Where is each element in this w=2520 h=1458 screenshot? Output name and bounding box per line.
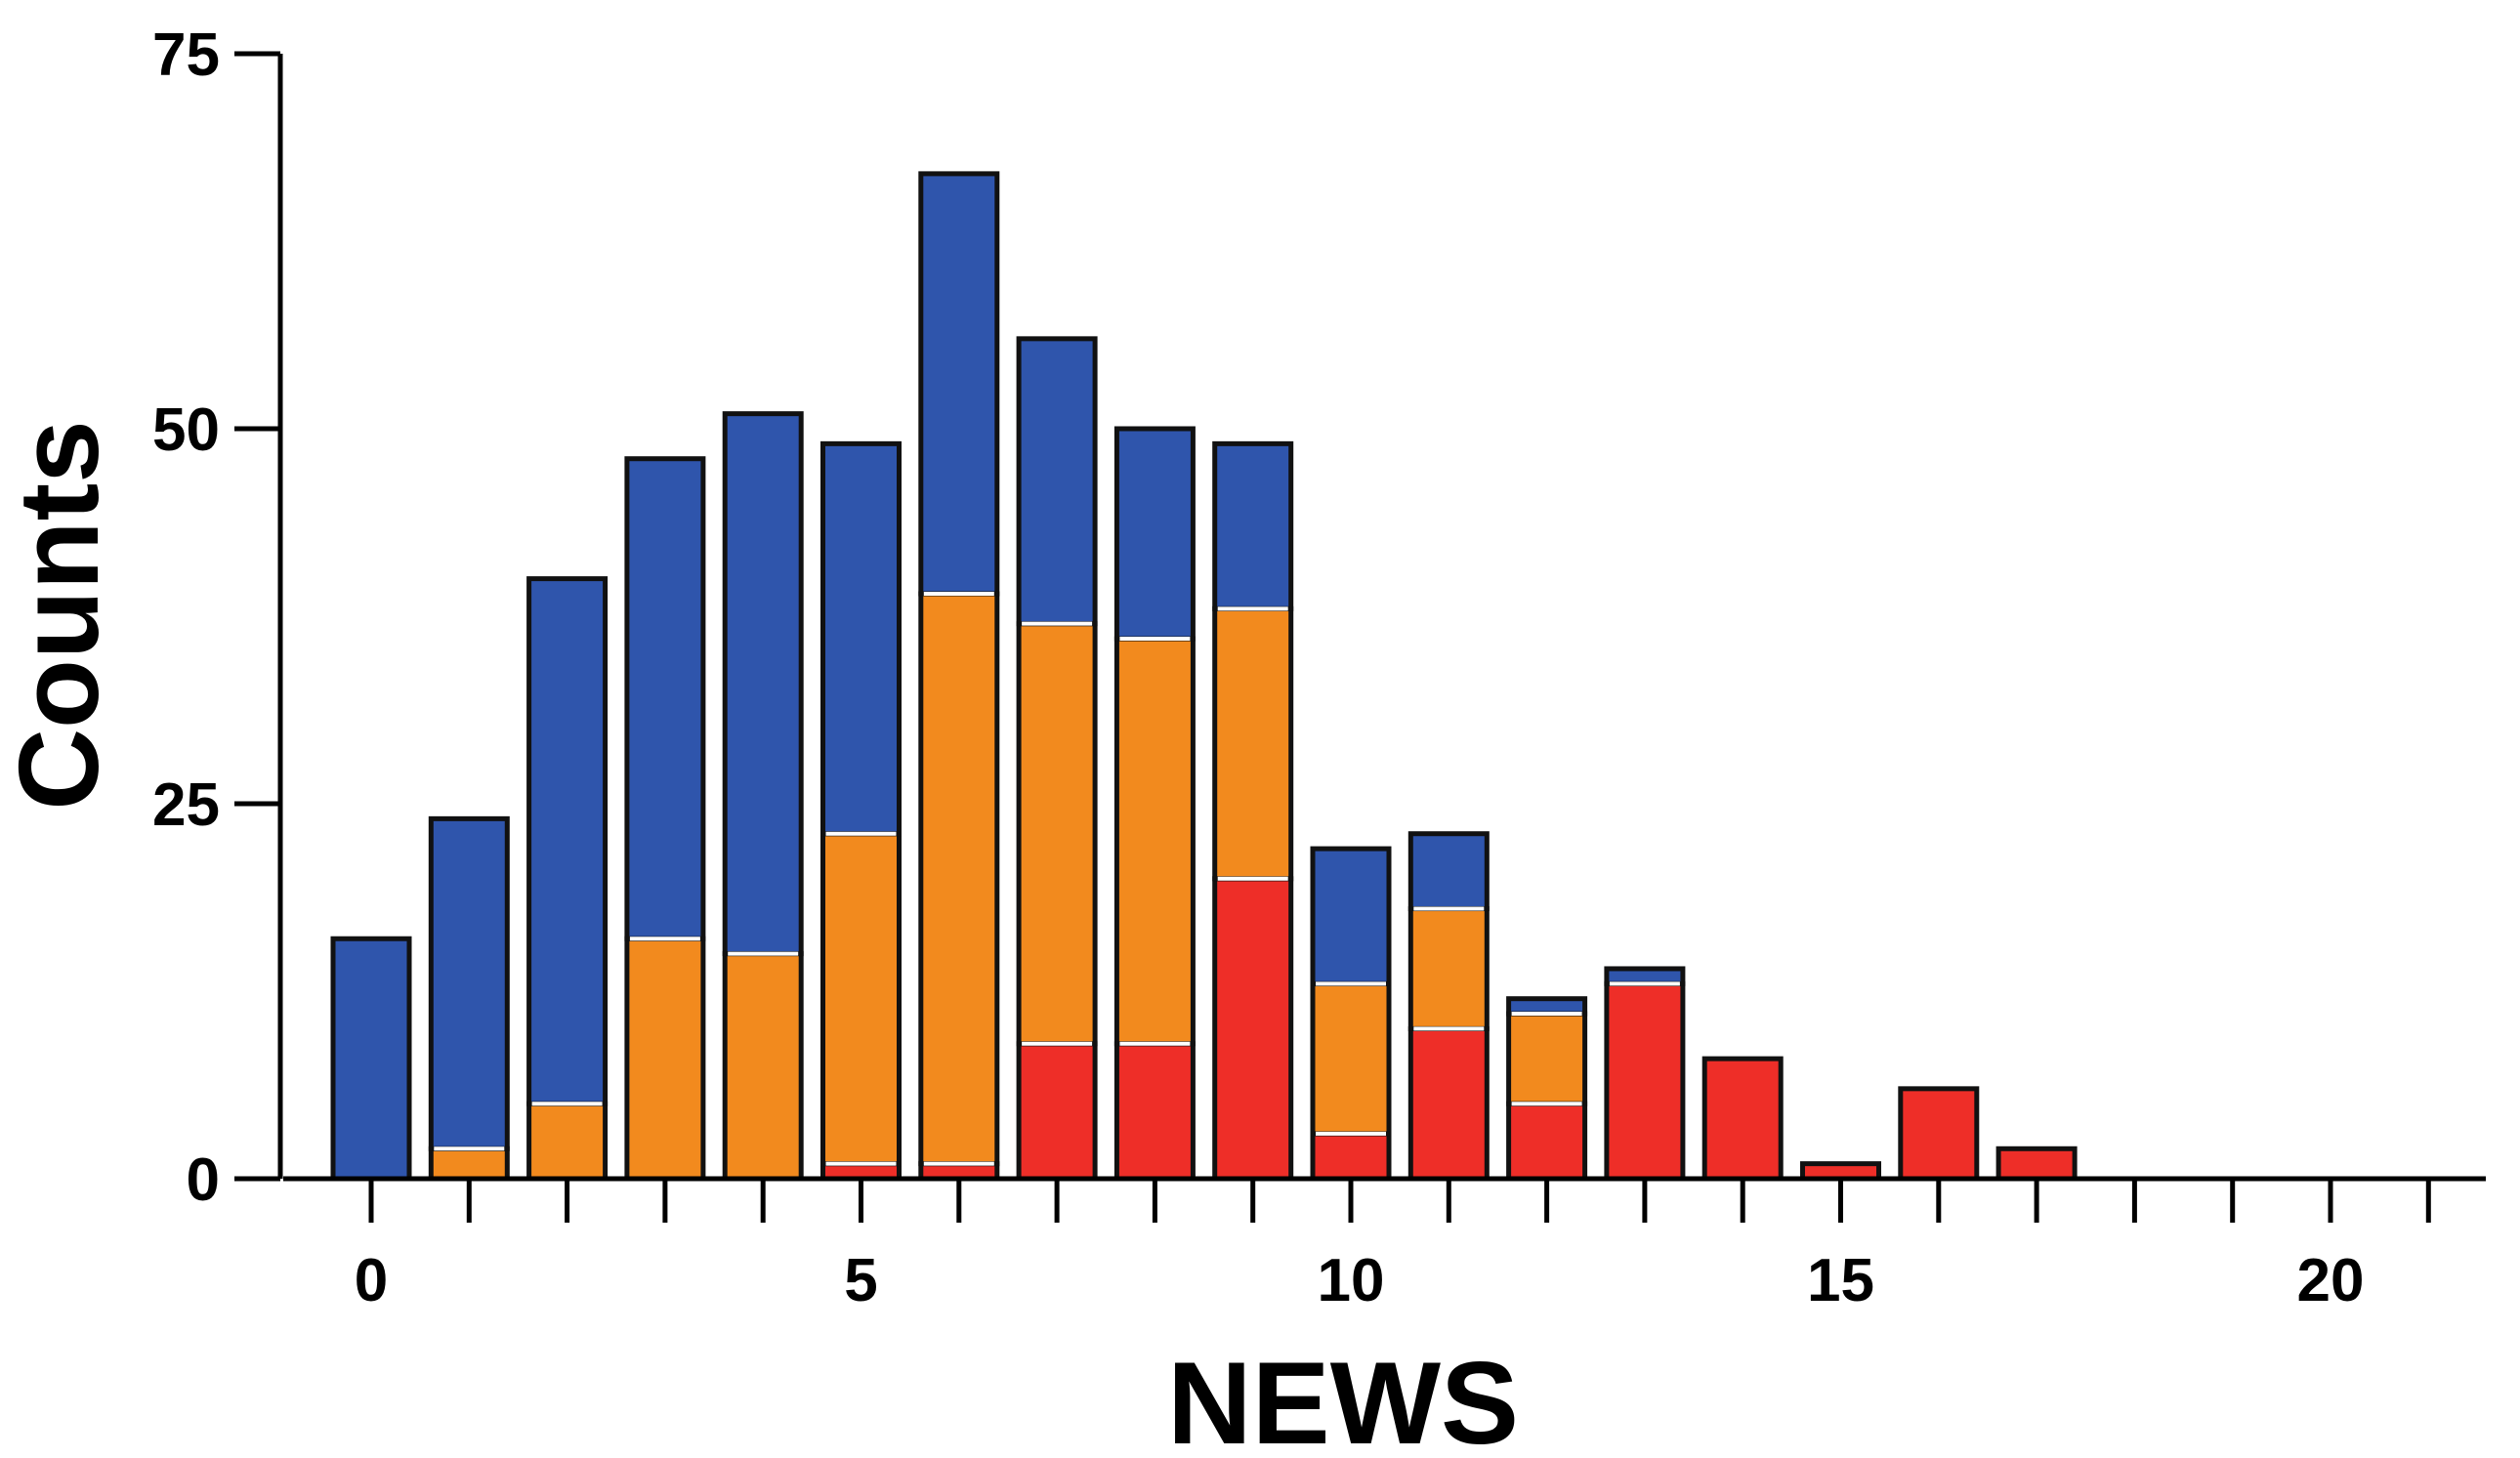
bar-segment [1407, 831, 1490, 912]
bar-segment [624, 936, 706, 1182]
bar-segment [1506, 1101, 1588, 1182]
bar-segment [330, 936, 412, 1182]
bar-segment [1310, 1131, 1392, 1182]
bar-segment [1604, 980, 1686, 1182]
x-tick-label: 15 [1807, 1247, 1874, 1314]
y-tick-label: 75 [152, 21, 220, 89]
bar-segment [1310, 980, 1392, 1137]
axes-layer: 0 5 10 15 20 0 25 50 75 [152, 21, 2486, 1314]
bar-segment [624, 456, 706, 941]
bar-segment [1113, 426, 1196, 642]
x-tick-label: 0 [355, 1247, 388, 1314]
bar-segment [1407, 1025, 1490, 1182]
y-tick-label: 25 [152, 771, 220, 839]
x-tick-label: 5 [844, 1247, 877, 1314]
y-tick-label: 0 [187, 1146, 220, 1214]
bar-segment [1212, 440, 1294, 611]
y-axis-title: Counts [0, 420, 122, 811]
bar-segment [820, 831, 902, 1167]
bar-segment [722, 951, 804, 1182]
x-tick-label: 20 [2297, 1247, 2365, 1314]
bar-segment [918, 171, 1000, 597]
bar-segment [820, 440, 902, 837]
bar-segment [1701, 1056, 1784, 1182]
bar-segment [526, 1101, 609, 1182]
bar-segment [1113, 636, 1196, 1047]
bar-segment [1113, 1041, 1196, 1182]
bar-segment [1898, 1086, 1980, 1182]
bar-segment [1506, 996, 1588, 1017]
bar-segment [918, 591, 1000, 1167]
x-axis-title: NEWS [1167, 1338, 1519, 1458]
bar-segment [1016, 336, 1098, 627]
bar-segment [428, 815, 510, 1151]
y-tick-label: 50 [152, 396, 220, 464]
bar-segment [428, 1146, 510, 1182]
bars-layer [330, 171, 2078, 1182]
bar-segment [1407, 906, 1490, 1031]
bar-segment [1016, 1041, 1098, 1182]
bar-segment [1212, 605, 1294, 882]
bar-segment [1016, 621, 1098, 1047]
bar-segment [526, 576, 609, 1106]
bar-segment [1995, 1146, 2078, 1182]
x-tick-label: 10 [1318, 1247, 1385, 1314]
bar-segment [1212, 876, 1294, 1182]
bar-segment [1604, 966, 1686, 986]
bar-segment [722, 411, 804, 957]
bar-segment [1310, 846, 1392, 986]
bar-segment [1506, 1011, 1588, 1106]
